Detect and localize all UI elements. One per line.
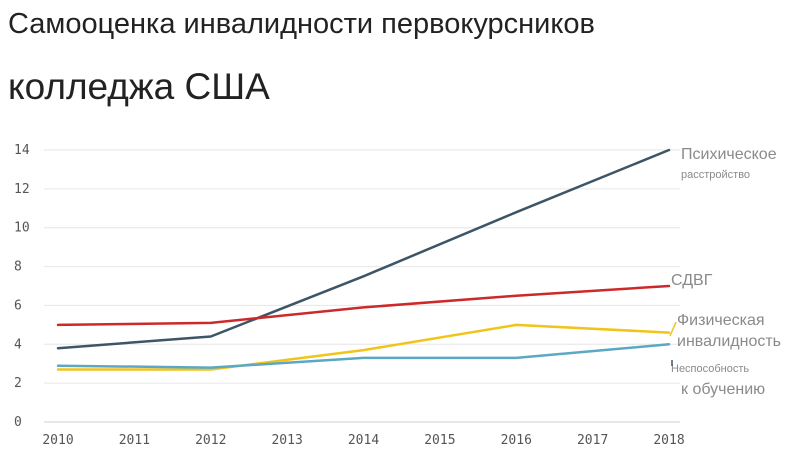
x-tick-label: 2013 [271, 433, 302, 448]
series-line-3 [56, 323, 671, 371]
series-line-2 [56, 284, 671, 327]
x-tick-label: 2011 [119, 433, 150, 448]
y-tick-label: 8 [14, 260, 22, 275]
x-tick-label: 2018 [653, 433, 684, 448]
y-tick-label: 12 [14, 182, 30, 197]
series-label-3-line-2: инвалидность [677, 333, 781, 350]
chart-title-line-1: Самооценка инвалидности первокурсников [8, 8, 595, 40]
y-tick-label: 0 [14, 415, 22, 430]
label-connector-physical [669, 321, 677, 337]
y-tick-label: 14 [14, 143, 30, 158]
x-tick-label: 2012 [195, 433, 226, 448]
x-tick-label: 2014 [348, 433, 379, 448]
y-tick-label: 2 [14, 376, 22, 391]
y-tick-label: 6 [14, 298, 22, 313]
x-tick-label: 2016 [501, 433, 532, 448]
series-label-1-line-2: расстройство [681, 169, 750, 181]
series-label-3-line-1: Физическая [677, 312, 765, 329]
x-tick-label: 2010 [42, 433, 73, 448]
x-tick-label: 2017 [577, 433, 608, 448]
series-label-1-line-1: Психическое [681, 146, 777, 163]
x-tick-label: 2015 [424, 433, 455, 448]
y-tick-label: 4 [14, 337, 22, 352]
series-label-4-line-1: Неспособность [671, 363, 749, 375]
y-tick-label: 10 [14, 221, 30, 236]
series-line-4 [56, 343, 671, 369]
chart-title-line-2: колледжа США [8, 66, 270, 107]
series-label-4-line-2: к обучению [681, 381, 765, 398]
series-label-2-line-1: СДВГ [671, 272, 713, 289]
series-line-1 [56, 148, 671, 350]
